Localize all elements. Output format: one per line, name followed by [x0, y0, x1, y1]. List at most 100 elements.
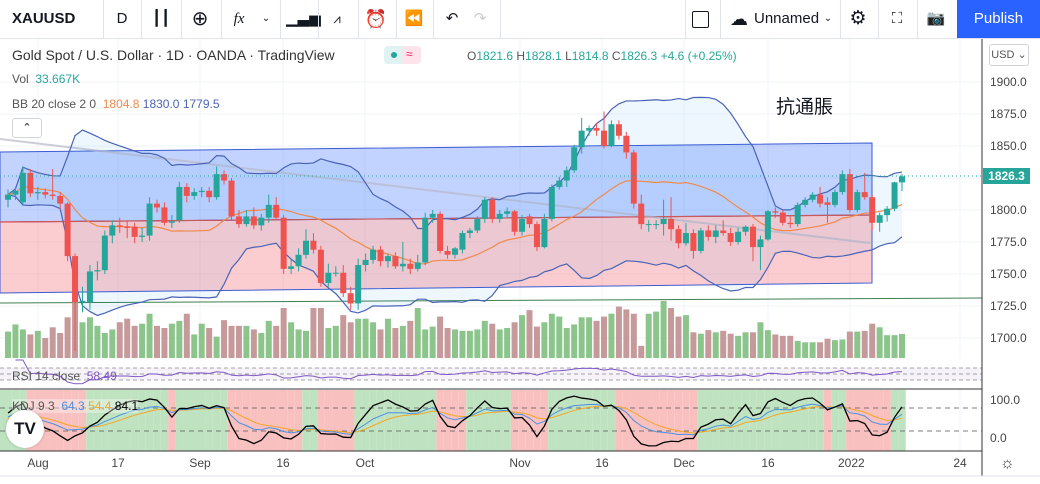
layout-name-button[interactable]: Unnamed	[754, 10, 820, 27]
candle-body	[146, 203, 153, 236]
kdj-background-stripe	[533, 390, 541, 451]
kdj-background-stripe	[160, 390, 169, 451]
redo-icon[interactable]: ↷	[473, 10, 487, 27]
volume-bar	[854, 331, 861, 358]
candle-body	[794, 204, 801, 225]
kdj-background-stripe	[890, 390, 899, 451]
candle-body	[496, 213, 503, 219]
volume-bars	[5, 297, 905, 358]
candle-body	[586, 128, 593, 131]
gear-icon[interactable]: ⚙	[849, 8, 867, 29]
settings-gear-icon[interactable]: ☼	[1000, 455, 1015, 472]
candle-body	[228, 180, 235, 217]
fullscreen-icon[interactable]: ⛶	[891, 10, 903, 27]
kdj-background-stripe	[279, 390, 288, 451]
candle-body	[265, 204, 272, 218]
rectangle-divider-line	[0, 214, 873, 223]
kdj-background-stripe	[503, 390, 511, 451]
volume-bar	[794, 340, 801, 358]
volume-bar	[131, 325, 138, 358]
symbol-search-button[interactable]: XAUUSD	[12, 10, 76, 27]
chart-annotation-text[interactable]: 抗通脹	[776, 97, 834, 118]
candle-body	[392, 256, 399, 267]
volume-bar	[660, 300, 667, 358]
volume-bar	[303, 330, 309, 358]
currency-dropdown[interactable]: USD ⌄	[989, 44, 1029, 66]
bb-legend[interactable]: BB 20 close 2 0 1804.8 1830.0 1779.5	[12, 97, 220, 111]
alert-icon[interactable]: ⏰	[364, 9, 388, 29]
volume-bar	[757, 322, 764, 358]
kdj-background-stripe	[466, 390, 474, 451]
kdj-background-stripe	[63, 390, 72, 451]
candle-body	[243, 216, 250, 225]
horizontal-line[interactable]	[0, 297, 983, 304]
candle-body	[198, 190, 205, 193]
kdj-background-stripe	[414, 390, 422, 451]
volume-bar	[802, 342, 809, 358]
kdj-k-line	[7, 403, 903, 436]
candle-body	[727, 233, 734, 242]
kdj-background-stripe	[697, 390, 705, 451]
candles-icon[interactable]: ┃┃	[151, 10, 171, 27]
kdj-background-stripe	[399, 390, 407, 451]
kdj-background-stripe	[168, 390, 176, 451]
interval-button[interactable]: D	[116, 10, 128, 27]
plus-circle-icon[interactable]: ⊕	[191, 8, 209, 30]
candle-body	[668, 218, 675, 230]
kdj-background-stripe	[220, 390, 228, 451]
templates-icon[interactable]: ⩘	[333, 11, 341, 26]
undo-icon[interactable]: ↶	[445, 10, 459, 27]
candle-body	[489, 199, 496, 219]
candle-body	[466, 230, 473, 234]
volume-bar	[168, 323, 175, 358]
volume-bar	[481, 320, 488, 358]
rsi-legend[interactable]: RSI 14 close 58.49	[12, 369, 117, 383]
candle-body	[615, 124, 622, 136]
fx-icon[interactable]: fx	[233, 11, 245, 27]
candle-body	[27, 172, 34, 194]
kdj-background-stripe	[764, 390, 772, 451]
trend-line[interactable]	[0, 138, 871, 244]
kdj-background-stripe	[749, 390, 757, 451]
market-status-badge[interactable]: ≈	[384, 46, 421, 64]
candle-body	[578, 130, 585, 148]
kdj-background-stripe	[525, 390, 534, 451]
bar-chart-icon[interactable]: ▁▃▅	[286, 10, 321, 27]
candle-body	[116, 225, 123, 227]
candle-body	[660, 218, 667, 225]
candle-body	[861, 192, 868, 198]
replay-icon[interactable]: ⏪	[404, 10, 424, 27]
kdj-background-stripe	[421, 390, 429, 451]
volume-bar	[526, 310, 533, 358]
candle-body	[131, 226, 138, 237]
publish-button[interactable]: Publish	[957, 0, 1040, 38]
candle-body	[34, 192, 41, 194]
collapse-legend-button[interactable]: ⌃	[12, 118, 42, 138]
candle-body	[183, 186, 190, 196]
candle-body	[5, 194, 11, 200]
tradingview-logo[interactable]: TV	[6, 410, 44, 448]
kdj-background-stripe	[205, 390, 213, 451]
square-icon[interactable]	[690, 0, 710, 38]
volume-bar	[556, 316, 563, 358]
kdj-legend[interactable]: KDJ 9 3 64.3 54.4 84.1	[12, 399, 139, 413]
kdj-background-stripe	[376, 390, 385, 451]
volume-bar	[593, 320, 600, 358]
chevron-down-icon[interactable]: ⌄	[823, 13, 833, 24]
volume-bar	[161, 328, 168, 358]
candle-body	[854, 192, 861, 210]
camera-icon[interactable]: 📷	[926, 10, 946, 27]
volume-bar	[608, 313, 615, 358]
kdj-background-stripe	[779, 390, 787, 451]
candle-body	[310, 240, 317, 250]
kdj-background-stripe	[719, 390, 727, 451]
candle-body	[750, 226, 756, 248]
volume-legend[interactable]: Vol 33.667K	[12, 72, 80, 86]
volume-bar	[347, 322, 354, 358]
kdj-background-stripe	[823, 390, 832, 451]
cloud-icon[interactable]: ☁	[730, 9, 748, 29]
kdj-background-stripe	[369, 390, 377, 451]
candle-body	[548, 186, 555, 219]
chevron-down-icon[interactable]: ⌄	[261, 13, 271, 24]
